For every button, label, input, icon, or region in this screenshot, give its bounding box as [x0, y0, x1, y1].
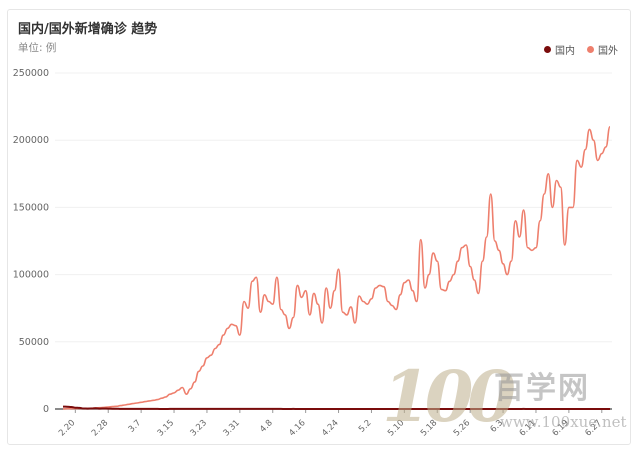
y-tick-label: 50000	[19, 337, 49, 348]
series-line-overseas	[62, 126, 611, 410]
x-tick-label: 4.24	[320, 418, 340, 438]
legend-item-overseas[interactable]: 国外	[587, 42, 618, 57]
chart-card	[7, 9, 631, 445]
x-tick-label: 3.23	[189, 418, 209, 438]
x-tick-label: 2.20	[57, 418, 77, 438]
chart-legend: 国内 国外	[544, 42, 618, 57]
x-tick-label: 6.3	[489, 418, 506, 435]
x-tick-label: 6.27	[583, 418, 603, 438]
x-tick-label: 4.8	[258, 418, 275, 435]
x-tick-label: 3.15	[156, 418, 176, 438]
y-tick-label: 150000	[13, 202, 49, 213]
y-tick-label: 100000	[13, 270, 49, 281]
y-tick-label: 250000	[13, 68, 49, 79]
x-tick-label: 3.7	[127, 418, 144, 435]
x-axis: 2.20 2.28 3.7 3.15 3.23 3.31 4.8 4.16 4.24 5.2 5.1…	[57, 409, 604, 439]
series-line-domestic	[62, 405, 610, 410]
x-tick-label: 5.10	[386, 418, 406, 438]
chart-title: 国内/国外新增确诊 趋势	[18, 22, 158, 37]
x-tick-label: 2.28	[90, 418, 110, 438]
x-tick-label: 5.2	[357, 418, 374, 435]
x-tick-label: 5.18	[419, 418, 439, 438]
legend-label-overseas: 国外	[598, 46, 618, 57]
legend-item-domestic[interactable]: 国内	[544, 42, 575, 57]
series-lines	[62, 126, 611, 410]
legend-label-domestic: 国内	[555, 46, 575, 57]
x-tick-label: 6.11	[518, 418, 538, 438]
unit-label: 单位: 例	[18, 42, 57, 54]
y-tick-label: 0	[43, 404, 49, 415]
y-axis: 0 50000 100000 150000 200000 250000	[13, 68, 49, 415]
y-tick-label: 200000	[13, 135, 49, 146]
legend-dot-overseas	[587, 46, 594, 53]
x-tick-label: 4.16	[287, 418, 307, 438]
legend-dot-domestic	[544, 46, 551, 53]
grid-lines	[55, 72, 612, 410]
x-tick-label: 3.31	[222, 418, 242, 438]
x-tick-label: 6.19	[551, 418, 571, 438]
x-tick-label: 5.26	[452, 418, 472, 438]
